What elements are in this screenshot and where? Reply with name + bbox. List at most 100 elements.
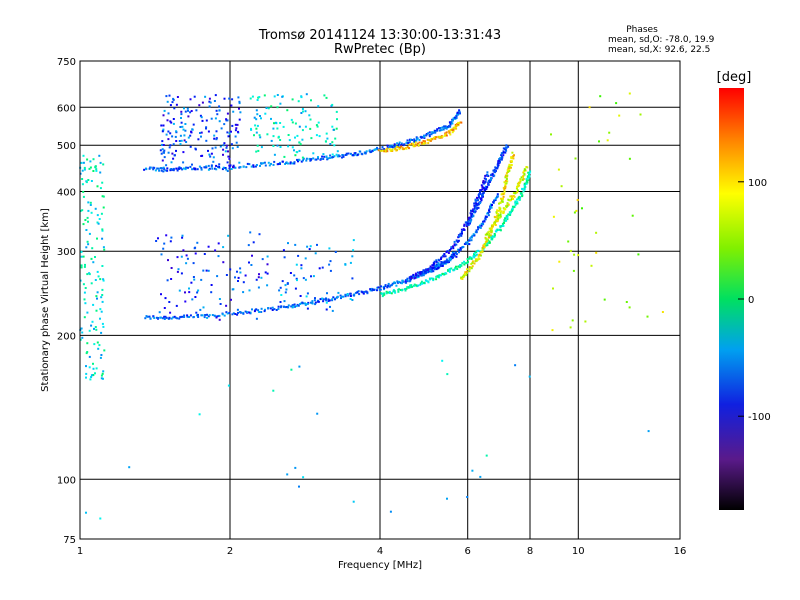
data-point [79,279,82,282]
data-point [442,128,445,131]
data-point [85,246,88,249]
data-point [98,154,101,157]
data-point [175,167,178,170]
data-point [87,243,90,246]
data-point [224,150,227,153]
data-point [287,306,290,309]
data-point [234,123,237,126]
data-point [203,253,206,255]
data-point [295,305,298,308]
data-point [294,154,297,157]
data-point [96,237,98,240]
data-point [205,127,207,130]
data-point [160,169,163,172]
data-point [504,185,507,188]
data-point [340,295,343,298]
data-point [183,314,186,317]
data-point [198,413,201,416]
data-point [294,122,297,125]
data-point [256,113,259,116]
data-point [574,157,577,160]
data-point [301,156,304,159]
data-point [226,119,229,122]
data-point [400,142,403,145]
data-point [188,287,190,290]
data-point [190,131,193,134]
data-point [168,94,171,97]
data-point [225,118,228,121]
data-point [515,187,518,190]
data-point [377,286,380,289]
data-point [390,149,393,152]
data-point [437,262,440,265]
data-point [225,146,228,149]
data-point [160,293,162,296]
data-point [508,169,511,172]
data-point [495,167,498,170]
data-point [289,161,292,164]
data-point [450,255,453,258]
data-point [328,247,331,250]
data-point [87,220,89,223]
data-point [102,370,105,373]
data-point [460,264,462,267]
data-point [477,199,479,202]
data-point [334,298,336,301]
data-point [297,160,299,163]
data-point [260,117,262,120]
data-point [337,155,340,158]
data-point [297,254,300,257]
data-point [206,313,208,316]
data-point [185,254,188,257]
data-point [417,144,420,147]
data-point [86,342,89,345]
data-point [258,233,261,236]
data-point [259,115,261,117]
data-point [454,266,457,269]
data-point [238,100,241,103]
data-point [97,222,100,225]
y-tick-label: 100 [57,475,76,486]
data-point [167,151,170,154]
data-point [448,249,451,252]
data-point [428,135,431,138]
data-point [499,215,502,218]
data-point [436,129,438,132]
data-point [263,94,266,97]
data-point [255,131,258,134]
data-point [404,280,407,283]
data-point [527,176,530,179]
data-point [277,305,280,308]
data-point [281,280,284,283]
data-point [331,309,334,312]
data-point [309,118,312,121]
data-point [440,129,443,131]
data-point [223,97,226,100]
data-point [166,167,169,170]
data-point [310,99,312,102]
data-point [496,165,499,168]
data-point [446,125,449,128]
data-point [405,141,408,144]
data-point [484,178,487,181]
data-point [201,119,204,122]
data-point [481,223,484,226]
data-point [246,162,249,165]
data-point [312,275,315,278]
data-point [97,275,100,278]
data-point [216,275,219,278]
data-point [420,271,423,273]
data-point [301,301,304,304]
data-point [300,96,303,99]
data-point [214,167,216,170]
data-point [180,113,183,116]
data-point [493,233,496,235]
data-point [513,206,516,208]
data-point [420,136,423,139]
data-point [520,192,523,195]
data-point [95,328,98,331]
data-point [239,267,242,270]
data-point [354,152,357,154]
data-point [510,197,513,200]
data-point [279,301,282,303]
